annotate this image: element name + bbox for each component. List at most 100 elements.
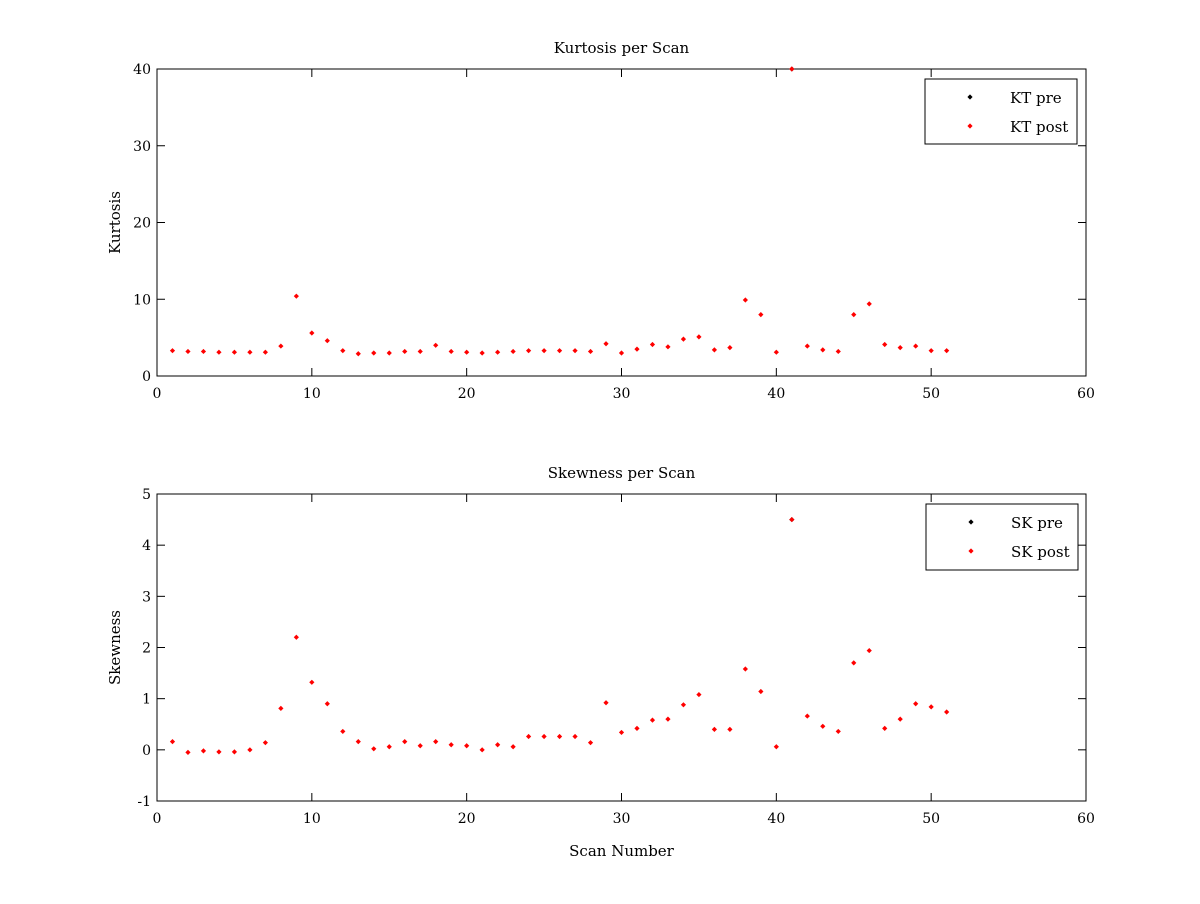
data-point [603, 341, 609, 347]
data-point [231, 749, 238, 755]
x-axis-label: Scan Number [569, 842, 675, 860]
y-tick-label: 1 [142, 692, 151, 708]
data-point [541, 733, 547, 740]
data-point [928, 348, 934, 354]
data-point [913, 343, 919, 349]
y-tick-label: 4 [142, 538, 151, 554]
data-point [789, 66, 795, 72]
data-point [526, 733, 532, 740]
data-point [386, 350, 392, 356]
chart-title: Skewness per Scan [548, 464, 696, 482]
data-point [556, 348, 563, 354]
data-point [618, 350, 625, 356]
data-point [185, 348, 191, 355]
data-point [649, 717, 656, 723]
x-tick-label: 20 [458, 811, 476, 827]
data-point [200, 748, 207, 754]
data-point [417, 743, 423, 749]
data-point [634, 725, 640, 731]
data-point [510, 744, 516, 750]
data-point [665, 716, 671, 722]
data-point [402, 348, 408, 355]
data-point [696, 334, 702, 340]
data-point [309, 679, 315, 685]
x-tick-label: 40 [767, 386, 785, 402]
legend-marker [967, 94, 973, 100]
data-point [340, 728, 346, 735]
data-point [680, 336, 687, 342]
data-point [355, 739, 361, 745]
data-point [773, 744, 779, 750]
data-point [402, 739, 408, 745]
data-point [278, 343, 284, 349]
y-tick-label: 2 [142, 641, 151, 657]
data-point [572, 733, 578, 740]
data-point [541, 348, 547, 354]
data-point [727, 726, 733, 732]
y-tick-label: 10 [133, 292, 151, 308]
data-point [371, 350, 377, 356]
y-tick-label: 0 [142, 743, 151, 759]
legend-marker [967, 123, 973, 129]
y-tick-label: 0 [142, 369, 151, 385]
x-tick-label: 40 [767, 811, 785, 827]
data-point [835, 728, 841, 735]
data-point [572, 348, 578, 354]
data-point [851, 312, 857, 318]
y-tick-label: -1 [137, 794, 151, 810]
data-point [634, 346, 640, 352]
data-point [433, 739, 439, 745]
data-point [169, 739, 176, 745]
data-point [758, 312, 764, 318]
data-point [293, 634, 299, 640]
data-point [169, 348, 176, 354]
legend-box [924, 78, 1078, 145]
data-point [913, 701, 919, 707]
data-point [820, 347, 826, 353]
data-point [386, 744, 392, 750]
data-point [340, 348, 346, 354]
data-point [944, 348, 950, 354]
data-point [247, 349, 253, 355]
data-point [355, 351, 361, 357]
x-tick-label: 10 [303, 811, 321, 827]
data-point [727, 345, 733, 351]
data-point [417, 348, 423, 355]
chart-panel-1: 0 10 20 30 40 50 60 0 10 20 30 40 Kurtosis per Scan K… [106, 39, 1095, 402]
legend-marker [968, 548, 974, 554]
x-tick-label: 50 [922, 386, 940, 402]
data-point [464, 349, 470, 355]
data-point [371, 746, 377, 752]
data-point [185, 749, 191, 755]
legend-entry-label: SK post [1011, 543, 1070, 561]
legend-entry-label: KT post [1010, 118, 1068, 136]
data-point [216, 749, 222, 755]
data-point [711, 347, 717, 353]
data-point [526, 348, 532, 354]
data-point [928, 704, 934, 710]
y-axis-label: Kurtosis [106, 191, 124, 254]
legend-box [925, 503, 1079, 571]
data-point [587, 348, 594, 355]
data-point [510, 348, 516, 355]
data-point [587, 740, 594, 746]
y-tick-label: 30 [133, 139, 151, 155]
data-point [820, 723, 826, 729]
data-point [262, 349, 268, 355]
x-tick-label: 60 [1077, 811, 1095, 827]
data-point [479, 350, 485, 356]
x-tick-label: 60 [1077, 386, 1095, 402]
data-point [866, 647, 872, 654]
y-tick-label: 5 [142, 487, 151, 503]
data-point [448, 348, 454, 355]
data-point [603, 700, 609, 706]
data-point [433, 342, 439, 348]
data-point [556, 733, 563, 740]
data-point [696, 691, 702, 698]
data-point [324, 701, 330, 707]
data-point [804, 713, 810, 719]
data-point [278, 705, 284, 711]
